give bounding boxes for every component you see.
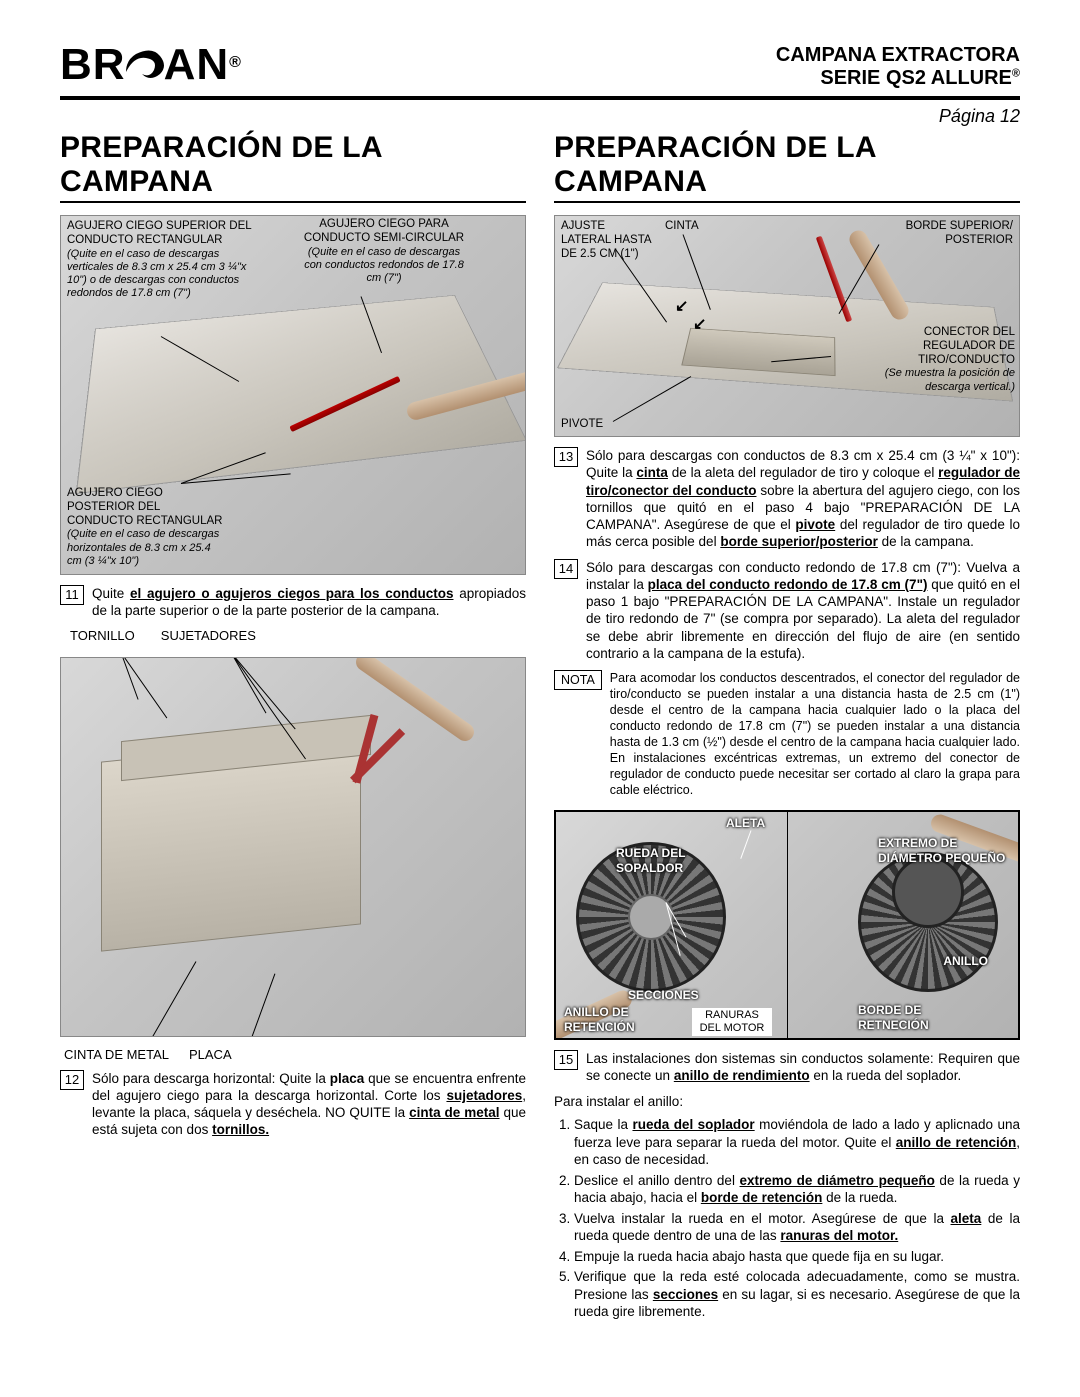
nota-text: Para acomodar los conductos descentrados… [610,670,1020,798]
fig1-label-bottom-left-main: AGUJERO CIEGO POSTERIOR DEL CONDUCTO REC… [67,487,227,528]
product-title-line1: CAMPANA EXTRACTORA [776,44,1020,67]
fig1-label-bottom-left: AGUJERO CIEGO POSTERIOR DEL CONDUCTO REC… [67,487,227,568]
install-item: Vuelva instalar la rueda en el motor. As… [574,1210,1020,1245]
fig4-label-anillo-ret: ANILLO DE RETENCIÓN [564,1005,654,1034]
step-11-num: 11 [60,585,84,605]
step-11-text: Quite el agujero o agujeros ciegos para … [92,585,526,620]
install-list: Saque la rueda del soplador moviéndola d… [554,1116,1020,1321]
fig1-label-top-left: AGUJERO CIEGO SUPERIOR DEL CONDUCTO RECT… [67,220,257,300]
figure-2 [60,657,526,1037]
brand-text-pre: BR [60,40,126,90]
install-item: Empuje la rueda hacia abajo hasta que qu… [574,1248,1020,1266]
step-15: 15 Las instalaciones don sistemas sin co… [554,1050,1020,1085]
section-title-left: PREPARACIÓN DE LA CAMPANA [60,131,526,203]
fig3-label-ajuste: AJUSTE LATERAL HASTA DE 2.5 CM (1") [561,220,651,261]
page-number: Página 12 [60,106,1020,127]
brand-text-post: AN [164,40,230,90]
fig3-label-pivote: PIVOTE [561,418,603,432]
brand-trademark: ® [229,54,242,72]
left-column: PREPARACIÓN DE LA CAMPANA AGUJERO CIEGO … [60,131,526,1324]
install-intro: Para instalar el anillo: [554,1093,1020,1110]
fig4-label-secciones: SECCIONES [628,988,699,1002]
fig1-label-top-right-main: AGUJERO CIEGO PARA CONDUCTO SEMI-CIRCULA… [299,218,469,246]
step-12-text: Sólo para descarga horizontal: Quite la … [92,1070,526,1139]
fig1-label-top-right: AGUJERO CIEGO PARA CONDUCTO SEMI-CIRCULA… [299,218,469,285]
step-12-num: 12 [60,1070,84,1090]
fig3-label-conector: CONECTOR DEL REGULADOR DE TIRO/CONDUCTO … [875,326,1015,394]
label-placa: PLACA [189,1047,232,1062]
step-11: 11 Quite el agujero o agujeros ciegos pa… [60,585,526,620]
step-14-num: 14 [554,559,578,579]
step-15-text: Las instalaciones don sistemas sin condu… [586,1050,1020,1085]
figure-1: AGUJERO CIEGO SUPERIOR DEL CONDUCTO RECT… [60,215,526,575]
step-13-num: 13 [554,447,578,467]
step-12: 12 Sólo para descarga horizontal: Quite … [60,1070,526,1139]
step-11-pre: Quite [92,586,130,601]
nota: NOTA Para acomodar los conductos descent… [554,670,1020,798]
right-column: PREPARACIÓN DE LA CAMPANA AJUSTE LATERAL… [554,131,1020,1324]
fig4-label-rueda: RUEDA DEL SOPALDOR [616,846,706,875]
label-tornillo: TORNILLO [70,628,135,643]
product-title: CAMPANA EXTRACTORA SERIE QS2 ALLURE® [776,44,1020,90]
step-15-num: 15 [554,1050,578,1070]
fig4-label-anillo: ANILLO [943,954,988,968]
product-title-line2: SERIE QS2 ALLURE® [776,67,1020,90]
brand-logo: BR AN ® [60,40,242,90]
install-item: Saque la rueda del soplador moviéndola d… [574,1116,1020,1169]
product-title-line2-text: SERIE QS2 ALLURE [820,67,1012,89]
fig1-label-top-left-sub: (Quite en el caso de descargas verticale… [67,248,257,301]
fig4-label-borde-ret: BORDE DE RETNECIÓN [858,1003,948,1032]
label-cinta-metal: CINTA DE METAL [64,1047,169,1062]
brand-swirl-icon [124,48,166,82]
fig4-label-aleta: ALETA [726,816,765,830]
fig2-bottom-labels: CINTA DE METAL PLACA [64,1047,526,1062]
step-14-text: Sólo para descargas con conducto redondo… [586,559,1020,663]
step-14: 14 Sólo para descargas con conducto redo… [554,559,1020,663]
fig4-label-ranuras: RANURAS DEL MOTOR [692,1008,772,1036]
fig3-label-conector-sub: (Se muestra la posición de descarga vert… [875,367,1015,393]
fig1-label-top-left-main: AGUJERO CIEGO SUPERIOR DEL CONDUCTO RECT… [67,220,257,248]
install-item: Verifique que la reda esté colocada adec… [574,1268,1020,1321]
fig3-label-cinta: CINTA [665,220,699,234]
fig1-label-top-right-sub: (Quite en el caso de descargas con condu… [299,246,469,286]
nota-label: NOTA [554,670,602,690]
install-item: Deslice el anillo dentro del extremo de … [574,1172,1020,1207]
step-11-u: el agujero o agujeros ciegos para los co… [130,586,454,601]
figure-3: AJUSTE LATERAL HASTA DE 2.5 CM (1") CINT… [554,215,1020,437]
section-title-right: PREPARACIÓN DE LA CAMPANA [554,131,1020,203]
header-bar: BR AN ® CAMPANA EXTRACTORA SERIE QS2 ALL… [60,40,1020,100]
figure-4: RUEDA DEL SOPALDOR ALETA EXTREMO DE DIÁM… [554,810,1020,1040]
label-sujetadores: SUJETADORES [161,628,256,643]
fig3-label-borde: BORDE SUPERIOR/ POSTERIOR [883,220,1013,248]
fig4-label-extremo: EXTREMO DE DIÁMETRO PEQUEÑO [878,836,1008,865]
fig3-label-conector-main: CONECTOR DEL REGULADOR DE TIRO/CONDUCTO [875,326,1015,367]
fig1-label-bottom-left-sub: (Quite en el caso de descargas horizonta… [67,528,227,568]
step-13: 13 Sólo para descargas con conductos de … [554,447,1020,551]
fig2-top-labels: TORNILLO SUJETADORES [70,628,526,643]
step-13-text: Sólo para descargas con conductos de 8.3… [586,447,1020,551]
